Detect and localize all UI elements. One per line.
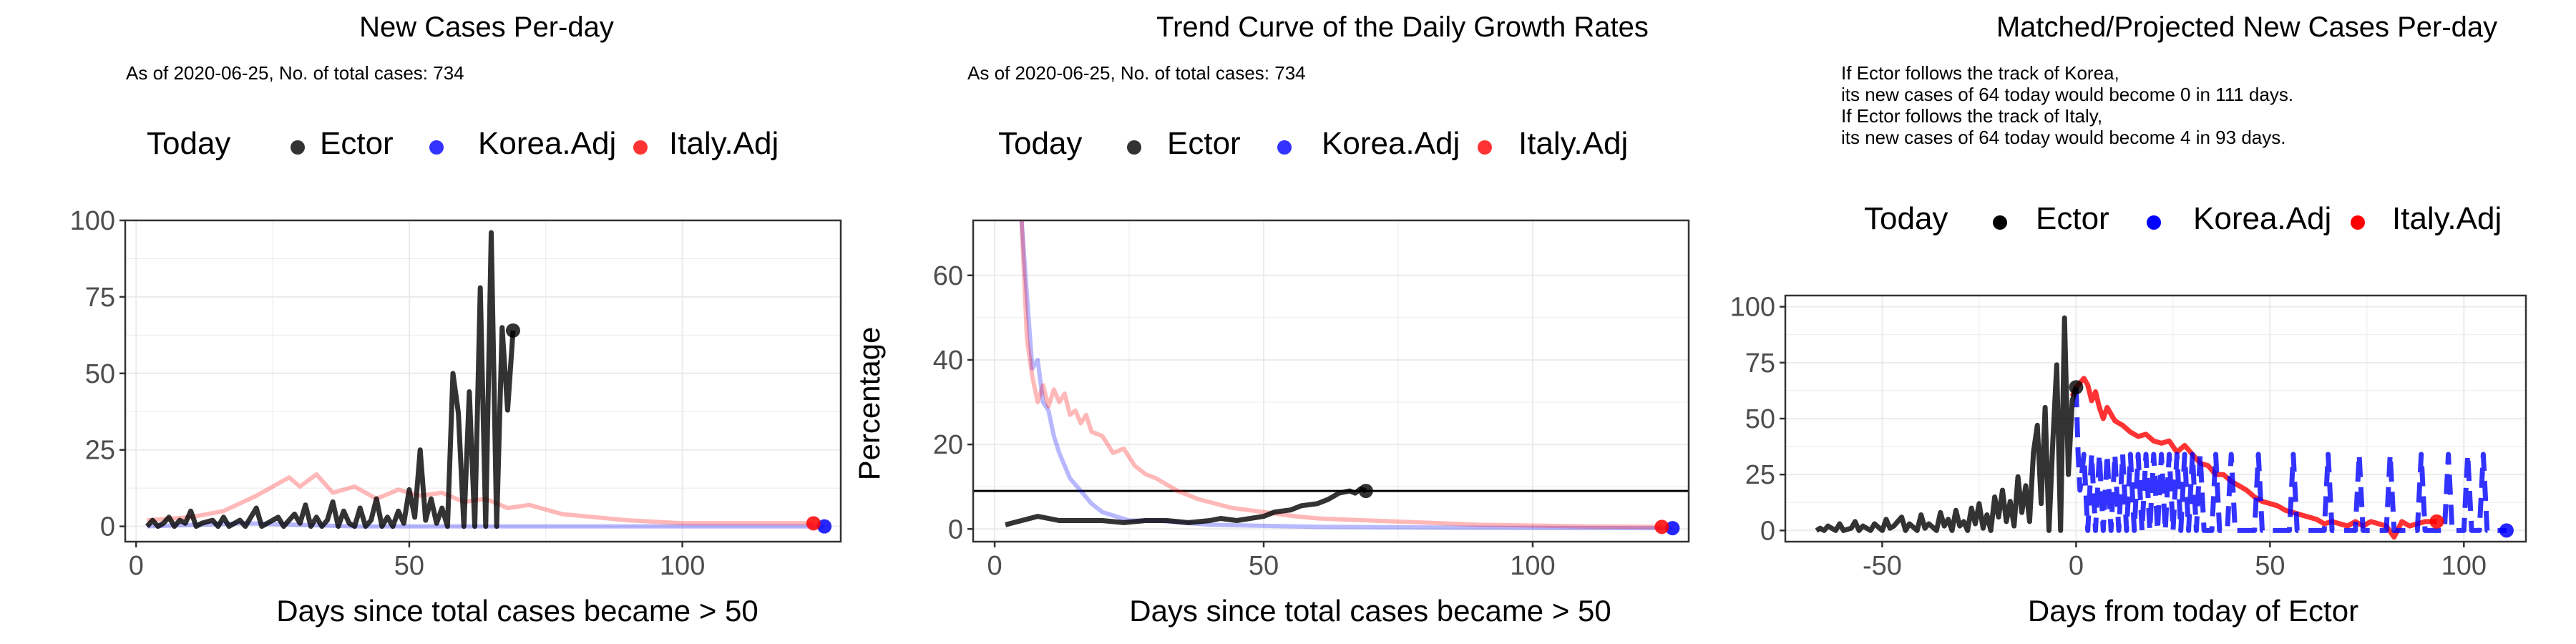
x-tick-label: 0 — [987, 551, 1002, 581]
plot-area — [1815, 315, 2507, 540]
today-marker-korea — [817, 519, 832, 534]
chart-note-line: its new cases of 64 today would become 4… — [1841, 127, 2286, 148]
legend: Today Ector Korea.Adj Italy.Adj — [1864, 201, 2576, 244]
grid-lines — [973, 220, 1689, 542]
legend-label-korea: Korea.Adj — [478, 126, 617, 161]
x-tick-label: 0 — [129, 551, 144, 581]
chart-note-line: If Ector follows the track of Italy, — [1841, 105, 2103, 127]
series-line-italy — [147, 472, 814, 526]
legend-label-ector: Ector — [320, 126, 394, 161]
legend-key-korea — [429, 140, 444, 155]
legend-label-korea: Korea.Adj — [1322, 126, 1460, 161]
legend-label-italy: Italy.Adj — [2392, 201, 2502, 236]
legend-key-italy — [2351, 215, 2365, 230]
y-tick-label: 50 — [1745, 404, 1775, 434]
chart-title: Trend Curve of the Daily Growth Rates — [1156, 11, 1649, 43]
today-marker-ector — [505, 323, 520, 338]
x-tick-label: 50 — [1249, 551, 1279, 581]
today-marker-ector — [1358, 484, 1373, 499]
projected-cases-panel: Matched/Projected New Cases Per-day If E… — [1717, 0, 2576, 644]
y-tick-label: 40 — [933, 346, 963, 376]
y-tick-label: 100 — [70, 206, 115, 236]
today-marker-italy — [2429, 514, 2444, 529]
plot-area — [973, 220, 1689, 531]
x-tick-label: 100 — [2441, 551, 2487, 581]
plot-border — [972, 219, 1690, 543]
today-marker-ector — [2069, 380, 2084, 395]
chart-new-cases: 0 50 100 0 25 50 75 100 — [70, 206, 842, 581]
series-line-ector — [145, 230, 516, 530]
series-line-ector — [1005, 486, 1367, 527]
x-axis-label: Days since total cases became > 50 — [1129, 594, 1611, 628]
series-line-italy — [1019, 220, 1662, 530]
y-tick-label: 0 — [1760, 516, 1775, 546]
x-tick-label: 100 — [660, 551, 705, 581]
new-cases-panel: New Cases Per-day As of 2020-06-25, No. … — [0, 0, 859, 644]
x-axis-label: Days from today of Ector — [2027, 594, 2359, 628]
x-tick-label: 100 — [1510, 551, 1555, 581]
chart-projected-cases: -50 0 50 100 0 25 50 75 100 — [1730, 293, 2527, 581]
y-tick-label: 25 — [1745, 460, 1775, 490]
chart-note: As of 2020-06-25, No. of total cases: 73… — [126, 62, 464, 84]
legend-title: Today — [998, 126, 1083, 161]
legend-title: Today — [147, 126, 231, 161]
legend-key-korea — [1277, 140, 1292, 155]
plot-area — [145, 230, 825, 530]
today-marker-italy — [806, 516, 821, 531]
y-tick-label: 0 — [948, 514, 963, 545]
chart-title: Matched/Projected New Cases Per-day — [1996, 11, 2498, 43]
grid-lines — [1785, 296, 2526, 542]
legend-label-italy: Italy.Adj — [1518, 126, 1629, 161]
growth-rate-panel: Trend Curve of the Daily Growth Rates As… — [852, 0, 1717, 644]
legend-key-ector — [1127, 140, 1141, 155]
x-tick-label: 50 — [394, 551, 424, 581]
y-axis-label: Percentage — [852, 326, 886, 481]
x-tick-label: 50 — [2255, 551, 2285, 581]
today-marker-italy — [1654, 519, 1669, 535]
y-tick-label: 75 — [85, 283, 115, 313]
legend-label-korea: Korea.Adj — [2193, 201, 2332, 236]
chart-note-line: If Ector follows the track of Korea, — [1841, 62, 2119, 84]
y-tick-label: 75 — [1745, 348, 1775, 379]
y-tick-label: 60 — [933, 261, 963, 291]
y-tick-label: 25 — [85, 436, 115, 466]
plot-border — [124, 219, 842, 543]
legend-key-italy — [633, 140, 648, 155]
today-marker-korea — [1665, 521, 1680, 536]
series-line-korea — [1019, 220, 1673, 531]
legend-label-ector: Ector — [2036, 201, 2109, 236]
y-tick-label: 20 — [933, 430, 963, 460]
chart-note: As of 2020-06-25, No. of total cases: 73… — [967, 62, 1306, 84]
y-tick-label: 50 — [85, 359, 115, 389]
legend-key-ector — [1993, 215, 2007, 230]
y-tick-label: 100 — [1730, 293, 1775, 323]
chart-note-line: its new cases of 64 today would become 0… — [1841, 84, 2294, 105]
legend-label-italy: Italy.Adj — [669, 126, 779, 161]
legend-title: Today — [1864, 201, 1948, 236]
legend: Today Ector Korea.Adj Italy.Adj — [998, 126, 1714, 169]
x-tick-label: -50 — [1863, 551, 1902, 581]
legend-key-korea — [2147, 215, 2161, 230]
x-axis-label: Days since total cases became > 50 — [276, 594, 758, 628]
legend-label-ector: Ector — [1167, 126, 1241, 161]
chart-growth-rates: 0 50 100 0 20 40 60 — [933, 219, 1690, 581]
series-line-korea — [2073, 387, 2507, 533]
today-marker-korea — [2499, 523, 2514, 538]
legend: Today Ector Korea.Adj Italy.Adj — [147, 126, 862, 169]
legend-key-ector — [291, 140, 305, 155]
legend-key-italy — [1478, 140, 1492, 155]
x-tick-label: 0 — [2069, 551, 2084, 581]
series-line-ector — [1815, 315, 2079, 533]
chart-title: New Cases Per-day — [359, 11, 614, 43]
y-tick-label: 0 — [100, 512, 115, 542]
